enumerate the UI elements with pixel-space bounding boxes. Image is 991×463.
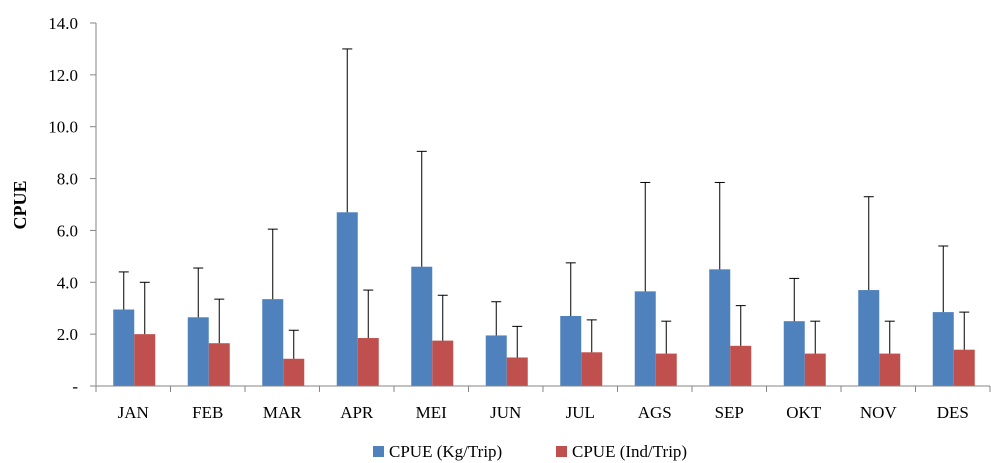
bar-ind-trip [879, 353, 901, 386]
y-tick-label: 14.0 [48, 14, 78, 33]
bar-kg-trip [634, 291, 656, 386]
x-category-label: SEP [715, 403, 744, 422]
y-axis-ticks: - 2.0 4.0 6.0 8.0 10.0 12.0 14.0 [48, 14, 96, 396]
error-bars [118, 48, 970, 359]
bar-kg-trip [411, 266, 433, 386]
bar-kg-trip [262, 299, 284, 386]
bar-kg-trip [932, 312, 954, 386]
bar-ind-trip [283, 358, 305, 386]
bar-ind-trip [432, 340, 454, 386]
x-category-label: OKT [786, 403, 822, 422]
legend-label: CPUE (Ind/Trip) [572, 442, 687, 461]
x-category-label: APR [340, 403, 374, 422]
x-category-label: JUL [566, 403, 595, 422]
bar-ind-trip [655, 353, 677, 386]
y-tick-label: 6.0 [57, 221, 78, 240]
bar-kg-trip [783, 321, 805, 386]
bar-kg-trip [485, 335, 507, 386]
x-category-label: NOV [860, 403, 898, 422]
bar-ind-trip [730, 345, 752, 386]
y-tick-label: 10.0 [48, 118, 78, 137]
y-tick-label: 2.0 [57, 325, 78, 344]
x-axis-categories: JAN FEB MAR APR MEI JUN JUL AGS SEP OKT NOV DES [118, 403, 969, 422]
bar-ind-trip [506, 357, 528, 386]
bar-ind-trip [953, 349, 975, 386]
bar-ind-trip [134, 334, 156, 386]
bar-kg-trip [858, 290, 880, 386]
legend-swatch [373, 446, 384, 457]
y-tick-label: - [72, 377, 78, 396]
bar-ind-trip [208, 343, 230, 386]
x-category-label: DES [937, 403, 969, 422]
legend: CPUE (Kg/Trip) CPUE (Ind/Trip) [373, 442, 687, 461]
bar-ind-trip [581, 352, 603, 386]
y-axis-label: CPUE [10, 181, 30, 230]
x-category-label: JAN [118, 403, 149, 422]
x-category-label: AGS [638, 403, 672, 422]
x-category-label: MAR [263, 403, 302, 422]
bar-kg-trip [187, 317, 209, 386]
y-tick-label: 12.0 [48, 66, 78, 85]
x-category-label: FEB [192, 403, 223, 422]
legend-swatch [556, 446, 567, 457]
x-category-label: MEI [416, 403, 448, 422]
bar-kg-trip [336, 212, 358, 386]
axes [95, 23, 991, 392]
bar-ind-trip [357, 338, 379, 386]
x-category-label: JUN [490, 403, 521, 422]
bar-series [113, 212, 975, 386]
bar-kg-trip [113, 309, 135, 386]
bar-kg-trip [560, 315, 582, 386]
bar-ind-trip [804, 353, 826, 386]
legend-label: CPUE (Kg/Trip) [389, 442, 502, 461]
y-tick-label: 8.0 [57, 170, 78, 189]
bar-kg-trip [709, 269, 731, 386]
y-tick-label: 4.0 [57, 273, 78, 292]
